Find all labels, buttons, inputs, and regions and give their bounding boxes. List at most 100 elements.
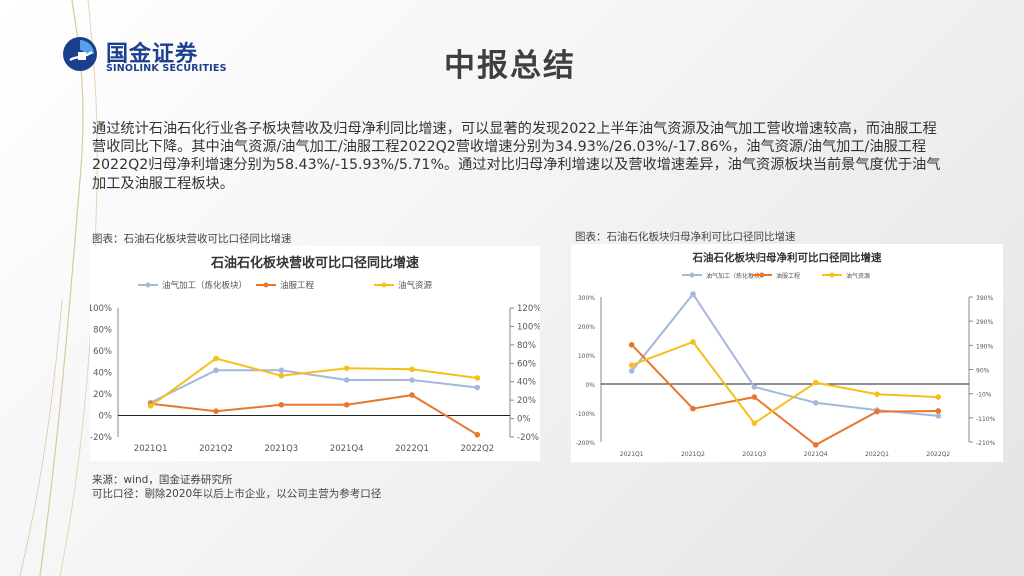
data-point <box>690 405 696 412</box>
y-tick-label-right: 390% <box>976 295 993 302</box>
y-tick-label-right: -10% <box>976 392 992 399</box>
legend-marker <box>381 282 387 288</box>
brand-logo: 国金证券 SINOLINK SECURITIES <box>62 36 242 80</box>
x-tick-label: 2021Q4 <box>330 444 364 454</box>
y-tick-label-right: 40% <box>517 378 536 388</box>
data-point <box>751 384 758 390</box>
data-point <box>935 413 942 419</box>
y-tick-label-right: 290% <box>976 319 993 326</box>
data-point <box>935 394 942 400</box>
y-tick-label-left: 0% <box>99 412 113 422</box>
brand-name-cn: 国金证券 <box>106 42 199 67</box>
y-tick-label-right: 0% <box>517 415 531 425</box>
y-tick-label-left: 100% <box>578 353 595 360</box>
chart-title: 石油石化板块归母净利可比口径同比增速 <box>692 251 882 264</box>
y-tick-label-right: -210% <box>976 440 996 447</box>
legend-label: 油气资源 <box>846 272 870 280</box>
x-tick-label: 2021Q3 <box>264 444 298 454</box>
comparable-basis-note: 可比口径：剔除2020年以后上市企业，以公司主营为参考口径 <box>92 488 382 500</box>
y-tick-label-right: 60% <box>517 359 536 369</box>
y-tick-label-left: 80% <box>93 326 112 336</box>
data-point <box>874 391 880 397</box>
data-point <box>751 420 758 426</box>
data-point <box>409 392 415 398</box>
data-point <box>628 368 635 374</box>
x-tick-label: 2021Q4 <box>804 451 828 458</box>
source-note: 来源：wind，国金证券研究所 <box>92 474 233 486</box>
data-point <box>409 377 415 383</box>
x-tick-label: 2021Q3 <box>742 451 766 458</box>
x-tick-label: 2022Q2 <box>926 451 950 458</box>
data-point <box>812 400 819 406</box>
data-point <box>213 408 219 414</box>
data-point <box>474 431 481 438</box>
data-point <box>343 365 350 371</box>
x-tick-label: 2021Q1 <box>620 451 644 458</box>
data-point <box>278 372 285 379</box>
y-tick-label-right: -20% <box>517 433 539 443</box>
data-point <box>474 375 481 381</box>
data-point <box>474 384 481 391</box>
series-line <box>150 394 478 436</box>
data-point <box>628 362 635 368</box>
data-point <box>935 408 942 414</box>
y-tick-label-right: 20% <box>517 396 536 406</box>
x-tick-label: 2021Q1 <box>134 444 168 454</box>
data-point <box>147 403 154 409</box>
y-tick-label-right: -110% <box>976 416 996 423</box>
y-tick-label-right: 80% <box>517 341 536 351</box>
data-point <box>812 379 819 386</box>
x-tick-label: 2021Q2 <box>681 451 705 458</box>
chart-title: 石油石化板块营收可比口径同比增速 <box>210 255 419 271</box>
page-title: 中报总结 <box>444 48 576 84</box>
x-tick-label: 2022Q2 <box>460 444 494 454</box>
data-point <box>874 408 880 415</box>
y-tick-label-right: 90% <box>976 368 990 375</box>
legend-marker <box>145 282 151 288</box>
y-tick-label-left: -20% <box>90 433 112 443</box>
data-point <box>213 367 219 374</box>
data-point <box>343 377 350 383</box>
figure2-caption: 图表：石油石化板块归母净利可比口径同比增速 <box>575 231 796 243</box>
y-tick-label-left: 20% <box>93 390 112 400</box>
y-tick-label-left: 100% <box>90 304 112 314</box>
legend-marker <box>689 272 695 278</box>
legend-marker <box>759 272 765 278</box>
data-point <box>690 291 696 297</box>
y-tick-label-left: -200% <box>576 440 596 447</box>
y-tick-label-left: 200% <box>578 324 595 331</box>
data-point <box>812 442 819 448</box>
y-tick-label-left: 60% <box>93 347 112 357</box>
y-tick-label-right: 120% <box>517 304 540 314</box>
revenue-growth-chart-panel: 石油石化板块营收可比口径同比增速油气加工（炼化板块） 油服工程 油气资源 100% 80… <box>90 246 540 461</box>
data-point <box>690 339 696 345</box>
series-line <box>631 340 939 425</box>
data-point <box>213 355 219 362</box>
x-tick-label: 2022Q1 <box>865 451 889 458</box>
y-tick-label-left: 300% <box>578 295 595 302</box>
y-tick-label-left: 40% <box>93 369 112 379</box>
series-line <box>150 369 478 404</box>
series-line <box>630 292 939 417</box>
legend-label: 油服工程 <box>280 280 315 291</box>
summary-paragraph: 通过统计石油石化行业各子板块营收及归母净利同比增速，可以显著的发现2022上半年… <box>92 121 941 192</box>
data-point <box>628 342 635 348</box>
series-line <box>630 344 939 447</box>
y-tick-label-left: 0% <box>585 382 595 389</box>
sinolink-logo-icon <box>63 37 97 71</box>
x-tick-label: 2021Q2 <box>199 444 233 454</box>
data-point <box>278 367 285 374</box>
legend-label: 油气加工（炼化板块） <box>162 280 247 291</box>
legend-marker <box>263 282 269 288</box>
profit-growth-chart-panel: 石油石化板块归母净利可比口径同比增速油气加工（炼化板块） 油服工程 油气资源 300%… <box>571 244 1003 462</box>
data-point <box>409 366 415 373</box>
legend-label: 油服工程 <box>776 272 800 280</box>
y-tick-label-right: 100% <box>517 322 540 332</box>
legend-label: 油气加工（炼化板块） <box>706 272 766 280</box>
data-point <box>278 401 285 408</box>
x-tick-label: 2022Q1 <box>395 444 429 454</box>
y-tick-label-left: -100% <box>576 411 596 418</box>
legend-label: 油气资源 <box>398 280 433 291</box>
